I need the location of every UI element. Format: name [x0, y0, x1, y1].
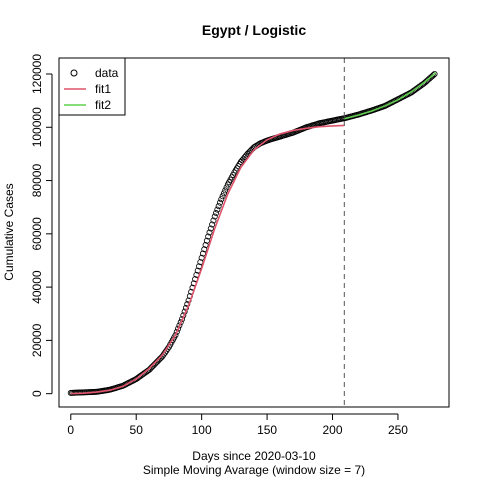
axes: 0 50 100 150 200 250 0 20000 40000 60000 80000 1000…	[30, 54, 408, 437]
x-tick-label: 250	[388, 423, 408, 437]
series-line-fit1	[70, 124, 345, 395]
plot-frame	[58, 57, 450, 408]
chart-title: Egypt / Logistic	[202, 22, 306, 38]
data-point	[222, 187, 229, 194]
data-point	[215, 203, 222, 210]
data-point	[209, 221, 216, 228]
data-point	[173, 328, 180, 335]
x-tick-label: 100	[192, 423, 212, 437]
data-point	[223, 184, 230, 191]
data-point	[206, 229, 213, 236]
data-point	[220, 190, 227, 197]
data-point	[201, 246, 208, 253]
data-point	[214, 206, 221, 213]
data-point	[199, 250, 206, 257]
legend: data fit1 fit2	[58, 57, 126, 116]
data-point	[207, 225, 214, 232]
x-tick-label: 200	[323, 423, 343, 437]
data-point	[213, 210, 220, 217]
data-point	[202, 242, 209, 249]
y-tick-label: 0	[30, 390, 44, 397]
legend-marker	[70, 69, 78, 77]
x-tick-label: 0	[67, 423, 74, 437]
legend-label: fit2	[95, 98, 111, 112]
data-point	[431, 70, 438, 77]
data-point	[172, 332, 179, 339]
series-line-fit2	[344, 72, 437, 120]
data-point	[175, 325, 182, 332]
data-point	[198, 254, 205, 261]
y-tick-label: 120000	[30, 54, 44, 94]
x-axis-label: Days since 2020-03-10	[192, 449, 316, 463]
y-tick-label: 20000	[30, 323, 44, 357]
x-axis-sublabel: Simple Moving Avarage (window size = 7)	[143, 463, 365, 477]
data-point	[211, 213, 218, 220]
data-point	[203, 237, 210, 244]
legend-label: fit1	[95, 82, 111, 96]
data-point	[205, 233, 212, 240]
x-tick-label: 50	[130, 423, 144, 437]
legend-label: data	[95, 66, 119, 80]
data-point	[216, 199, 223, 206]
plot-area	[67, 58, 438, 407]
data-point	[218, 196, 225, 203]
data-point	[430, 72, 437, 79]
y-tick-label: 100000	[30, 107, 44, 147]
data-point	[210, 217, 217, 224]
x-tick-label: 150	[257, 423, 277, 437]
y-axis-label: Cumulative Cases	[2, 183, 16, 280]
y-tick-label: 40000	[30, 270, 44, 304]
y-tick-label: 80000	[30, 164, 44, 198]
data-point	[219, 193, 226, 200]
y-tick-label: 60000	[30, 217, 44, 251]
